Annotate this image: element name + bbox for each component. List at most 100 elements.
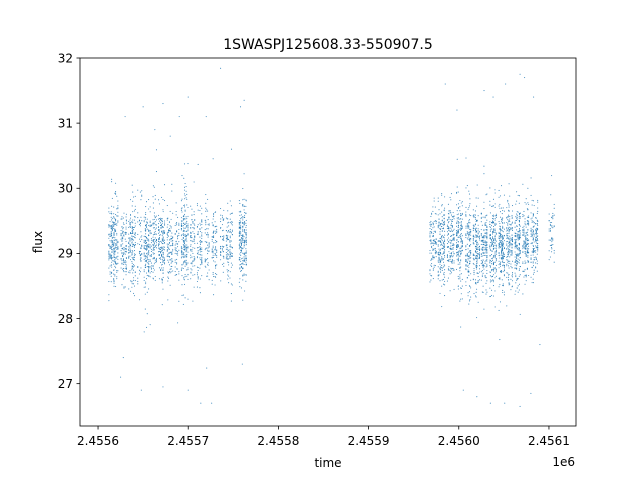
data-point (132, 264, 135, 266)
data-point (129, 243, 131, 245)
data-point (109, 254, 111, 256)
data-point (494, 253, 496, 255)
data-point (443, 237, 445, 239)
data-point (535, 231, 537, 233)
data-point (199, 287, 201, 289)
data-point (160, 220, 163, 222)
data-point (438, 209, 440, 211)
data-point (503, 265, 505, 267)
data-point (244, 230, 246, 232)
data-point (230, 205, 232, 207)
data-point (460, 260, 462, 262)
data-point (111, 225, 113, 227)
data-point (432, 210, 434, 212)
data-point (476, 262, 478, 264)
data-point (486, 231, 488, 233)
data-point (221, 215, 224, 217)
data-point (499, 278, 501, 280)
data-point (551, 225, 553, 227)
data-point (183, 186, 186, 188)
data-point (537, 210, 539, 213)
data-point (452, 237, 454, 239)
data-point (515, 233, 517, 235)
data-point (448, 241, 450, 243)
data-point (157, 226, 160, 228)
data-point (525, 241, 527, 243)
data-point (108, 207, 110, 209)
data-point (157, 223, 160, 225)
data-point (523, 229, 525, 231)
data-point (139, 251, 141, 253)
data-point (523, 243, 525, 245)
data-point (443, 274, 445, 276)
data-point (166, 239, 168, 241)
data-point (518, 247, 521, 250)
data-point (143, 255, 145, 257)
data-point (530, 231, 532, 233)
data-point (495, 213, 497, 215)
data-point (516, 217, 518, 219)
data-point (460, 224, 462, 226)
data-point (170, 227, 172, 229)
data-point (245, 255, 247, 257)
data-point (522, 270, 524, 272)
data-point (501, 270, 503, 272)
data-point (116, 271, 118, 273)
data-point (174, 274, 176, 276)
data-point (460, 245, 462, 247)
data-point (111, 178, 113, 180)
data-point (245, 240, 247, 242)
data-point (450, 240, 453, 242)
data-point (525, 245, 527, 247)
data-point (525, 224, 527, 226)
data-point (133, 259, 136, 261)
data-point (245, 242, 247, 244)
data-point (516, 238, 518, 240)
data-point (469, 261, 471, 263)
data-point (433, 239, 435, 241)
data-point (494, 218, 496, 220)
data-point (133, 233, 136, 235)
data-point (181, 275, 183, 277)
data-point (242, 230, 244, 232)
data-point (533, 269, 535, 271)
data-point (239, 253, 241, 255)
data-point (155, 244, 158, 246)
data-point (490, 269, 493, 271)
data-point (492, 225, 495, 228)
data-point (167, 246, 169, 248)
data-point (155, 171, 158, 173)
data-point (244, 254, 246, 256)
data-point (518, 217, 520, 219)
data-point (441, 257, 443, 259)
data-point (516, 229, 518, 231)
data-point (499, 222, 501, 225)
data-point (120, 233, 122, 235)
data-point (239, 258, 241, 261)
data-point (528, 222, 530, 224)
data-point (532, 262, 534, 264)
data-point (502, 207, 504, 209)
data-point (143, 239, 145, 241)
data-point (243, 198, 245, 200)
data-point (243, 246, 245, 248)
data-point (115, 220, 117, 222)
data-point (525, 254, 527, 256)
data-point (186, 244, 188, 246)
data-point (532, 282, 535, 284)
data-point (451, 239, 453, 241)
data-point (503, 253, 505, 255)
data-point (478, 231, 481, 233)
data-point (523, 231, 525, 233)
data-point (506, 244, 508, 246)
data-point (474, 256, 477, 258)
data-point (465, 211, 467, 213)
data-point (448, 229, 450, 231)
data-point (456, 210, 458, 212)
data-point (193, 286, 195, 288)
data-point (484, 241, 486, 243)
data-point (501, 207, 503, 209)
data-point (230, 246, 232, 248)
data-point (486, 254, 488, 257)
